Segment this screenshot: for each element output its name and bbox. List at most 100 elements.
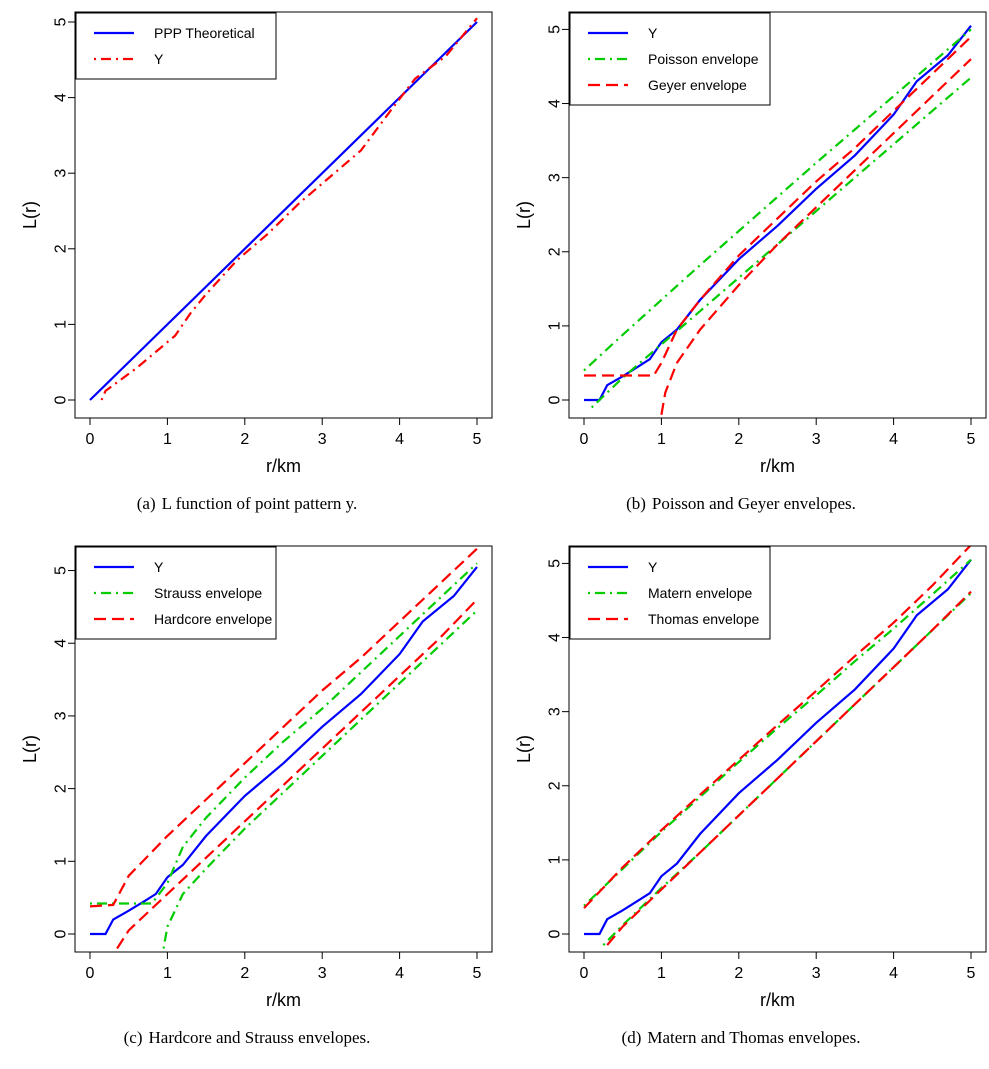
y-tick-label: 1 <box>547 321 564 330</box>
x-tick-label: 4 <box>395 965 404 982</box>
y-tick-label: 0 <box>547 929 564 938</box>
y-tick-label: 1 <box>53 320 70 329</box>
y-tick-label: 2 <box>53 244 70 253</box>
series-line-geyer-envelope <box>584 36 972 377</box>
legend-label: PPP Theoretical <box>154 25 255 41</box>
y-tick-label: 4 <box>547 99 564 108</box>
x-axis-label: r/km <box>266 990 301 1010</box>
x-tick-label: 4 <box>395 431 404 448</box>
caption-label: (c) <box>123 1028 143 1047</box>
y-tick-label: 5 <box>547 559 564 568</box>
caption-c: (c) Hardcore and Strauss envelopes. <box>0 1028 494 1048</box>
series-line-y <box>100 17 478 401</box>
x-tick-label: 0 <box>580 431 589 448</box>
x-axis-label: r/km <box>266 456 301 476</box>
legend: Y Matern envelope Thomas envelope <box>569 546 771 640</box>
y-axis-label: L(r) <box>514 201 534 229</box>
y-tick-label: 0 <box>547 395 564 404</box>
caption-label: (d) <box>621 1028 642 1047</box>
caption-d: (d) Matern and Thomas envelopes. <box>494 1028 988 1048</box>
y-tick-label: 4 <box>53 93 70 102</box>
chart-d: 0 1 2 3 4 5 0 1 2 3 4 5 r/km L(r) Y Matern envelope Thom… <box>514 545 987 1010</box>
panel-d: 0 1 2 3 4 5 0 1 2 3 4 5 r/km L(r) Y Matern envelope Thom… <box>494 534 988 1068</box>
x-tick-label: 1 <box>657 965 666 982</box>
series-group <box>89 547 478 950</box>
x-tick-label: 3 <box>318 431 327 448</box>
caption-text: Hardcore and Strauss envelopes. <box>148 1028 371 1047</box>
caption-label: (b) <box>626 494 646 513</box>
panel-a: 0 1 2 3 4 5 0 1 2 3 4 5 r/km L(r) PPP Theoretical Y (a)… <box>0 0 494 534</box>
x-tick-label: 2 <box>734 965 743 982</box>
series-group <box>583 546 972 946</box>
y-axis-label: L(r) <box>20 201 40 229</box>
y-tick-label: 0 <box>53 395 70 404</box>
series-line-hardcore-envelope <box>89 547 478 908</box>
y-tick-label: 4 <box>547 633 564 642</box>
series-line-y <box>90 566 478 936</box>
x-tick-label: 3 <box>318 965 327 982</box>
panel-b: 0 1 2 3 4 5 0 1 2 3 4 5 r/km L(r) Y Poisson envelope Gey… <box>494 0 988 534</box>
y-tick-label: 3 <box>547 707 564 716</box>
series-line-envelope-bound-2 <box>162 609 478 949</box>
y-axis-label: L(r) <box>20 735 40 763</box>
legend-label: Geyer envelope <box>648 77 747 93</box>
x-tick-label: 5 <box>473 965 482 982</box>
x-tick-label: 0 <box>86 965 95 982</box>
series-line-poisson-envelope <box>583 28 972 372</box>
x-tick-label: 1 <box>657 431 666 448</box>
x-tick-label: 5 <box>473 431 482 448</box>
y-tick-label: 5 <box>547 25 564 34</box>
legend-label: Y <box>154 51 164 67</box>
x-tick-label: 4 <box>889 965 898 982</box>
legend-box <box>75 12 277 80</box>
series-line-envelope-bound-2 <box>590 76 972 409</box>
y-tick-label: 3 <box>53 169 70 178</box>
y-tick-label: 1 <box>547 855 564 864</box>
series-group <box>89 17 478 401</box>
legend: Y Poisson envelope Geyer envelope <box>569 12 771 106</box>
caption-text: Poisson and Geyer envelopes. <box>651 494 856 513</box>
series-line-ppp-theoretical <box>89 21 478 401</box>
y-tick-label: 2 <box>53 784 70 793</box>
y-tick-label: 5 <box>53 566 70 575</box>
legend-label: Y <box>154 559 164 575</box>
x-tick-label: 3 <box>812 965 821 982</box>
x-tick-label: 3 <box>812 431 821 448</box>
y-tick-label: 3 <box>53 711 70 720</box>
panel-c: 0 1 2 3 4 5 0 1 2 3 4 5 r/km L(r) Y Strauss envelope Har… <box>0 534 494 1068</box>
x-tick-label: 0 <box>86 431 95 448</box>
legend-label: Thomas envelope <box>648 611 760 627</box>
x-tick-label: 4 <box>889 431 898 448</box>
y-tick-label: 0 <box>53 929 70 938</box>
x-tick-label: 2 <box>734 431 743 448</box>
legend: Y Strauss envelope Hardcore envelope <box>75 546 277 640</box>
series-line-envelope-bound-4 <box>606 590 972 946</box>
chart-a: 0 1 2 3 4 5 0 1 2 3 4 5 r/km L(r) PPP Theoretical Y <box>20 11 493 476</box>
legend-label: Y <box>648 25 658 41</box>
x-tick-label: 5 <box>967 965 976 982</box>
x-tick-label: 1 <box>163 431 172 448</box>
series-line-y <box>584 559 972 936</box>
legend-label: Poisson envelope <box>648 51 759 67</box>
caption-label: (a) <box>136 494 156 513</box>
y-tick-label: 4 <box>53 639 70 648</box>
legend-label: Strauss envelope <box>154 585 262 601</box>
legend-label: Matern envelope <box>648 585 753 601</box>
legend: PPP Theoretical Y <box>75 12 277 80</box>
x-tick-label: 2 <box>240 431 249 448</box>
chart-c: 0 1 2 3 4 5 0 1 2 3 4 5 r/km L(r) Y Strauss envelope Har… <box>20 545 493 1010</box>
series-line-thomas-envelope <box>583 546 972 909</box>
legend-label: Y <box>648 559 658 575</box>
caption-text: L function of point pattern y. <box>161 494 358 513</box>
caption-a: (a) L function of point pattern y. <box>0 494 494 514</box>
legend-label: Hardcore envelope <box>154 611 273 627</box>
x-tick-label: 5 <box>967 431 976 448</box>
caption-text: Matern and Thomas envelopes. <box>647 1028 861 1047</box>
series-group <box>583 25 972 415</box>
y-tick-label: 1 <box>53 857 70 866</box>
y-tick-label: 5 <box>53 17 70 26</box>
y-tick-label: 2 <box>547 247 564 256</box>
x-axis-label: r/km <box>760 456 795 476</box>
series-line-envelope-bound-4 <box>116 598 478 950</box>
chart-b: 0 1 2 3 4 5 0 1 2 3 4 5 r/km L(r) Y Poisson envelope Gey… <box>514 11 987 476</box>
